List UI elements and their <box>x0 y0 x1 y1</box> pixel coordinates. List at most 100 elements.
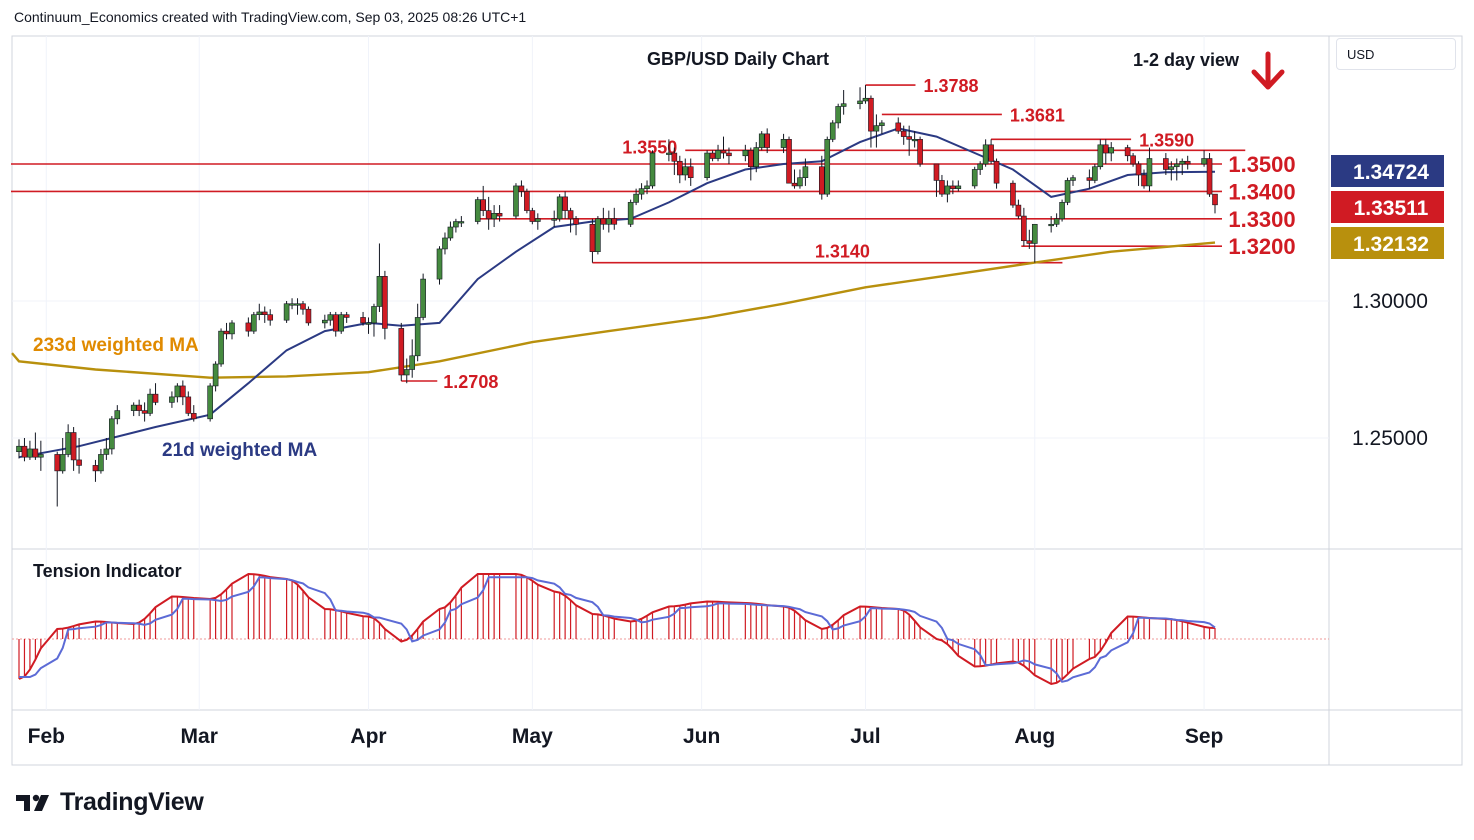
candle-body-149 <box>1146 158 1153 187</box>
price-tick-label-1: 1.25000 <box>1352 427 1428 450</box>
candle-body-5 <box>54 454 61 472</box>
candle-body-154 <box>1184 160 1191 165</box>
candle-body-93 <box>720 150 727 154</box>
candle-body-147 <box>1135 163 1142 176</box>
candle-body-144 <box>1108 147 1115 154</box>
candle-body-100 <box>780 139 787 148</box>
candle-body-28 <box>223 330 230 335</box>
candle-body-57 <box>447 226 454 239</box>
candle-body-67 <box>524 191 530 211</box>
level-label-2: 1.3300 <box>1228 207 1295 232</box>
candle-body-85 <box>666 152 672 155</box>
candle-body-20 <box>169 396 175 403</box>
price-badge-0 <box>1331 155 1444 187</box>
candle-body-155 <box>1201 158 1207 165</box>
candle-body-80 <box>627 202 634 225</box>
level-label-1: 1.3400 <box>1228 179 1295 204</box>
candle-body-21 <box>174 385 181 398</box>
candle-body-47 <box>371 306 377 324</box>
candle-body-6 <box>59 454 66 472</box>
tradingview-logo[interactable]: TradingView <box>16 788 204 817</box>
candle-body-40 <box>322 319 328 324</box>
chart-title: GBP/USD Daily Chart <box>647 49 829 69</box>
ma21-label: 21d weighted MA <box>162 440 317 461</box>
candle-body-123 <box>950 185 956 189</box>
candle-body-142 <box>1097 144 1104 168</box>
level-label-3: 1.3200 <box>1228 234 1295 259</box>
candle-body-3 <box>32 448 39 458</box>
candle-body-105 <box>818 166 825 195</box>
candle-body-113 <box>873 125 880 132</box>
candle-body-10 <box>92 465 99 472</box>
candle-body-99 <box>764 133 770 148</box>
candle-body-14 <box>114 410 121 420</box>
candle-body-51 <box>403 369 410 376</box>
candle-body-129 <box>993 160 1000 184</box>
candle-body-95 <box>742 150 749 157</box>
down-arrow-icon <box>1251 51 1285 90</box>
price-badge-label-1: 1.33511 <box>1354 197 1429 220</box>
candle-body-103 <box>797 177 803 187</box>
candle-body-31 <box>251 314 257 332</box>
candle-body-108 <box>835 106 841 124</box>
candle-body-17 <box>141 410 148 414</box>
candle-body-117 <box>906 136 912 140</box>
candle-body-114 <box>879 122 885 126</box>
candle-body-138 <box>1064 180 1071 203</box>
marked-level-label-4: 1.3140 <box>815 242 870 262</box>
candle-body-125 <box>971 169 978 187</box>
candle-body-79 <box>611 218 618 225</box>
marked-level-label-1: 1.3681 <box>1010 105 1065 125</box>
candle-body-137 <box>1059 202 1065 220</box>
candle-body-66 <box>518 185 525 192</box>
currency-selector[interactable]: USD <box>1336 38 1456 70</box>
candle-body-9 <box>76 459 82 466</box>
candle-body-110 <box>857 100 863 105</box>
candle-body-89 <box>687 166 694 179</box>
candle-body-96 <box>747 150 754 168</box>
candle-body-140 <box>1086 177 1093 181</box>
candle-body-13 <box>109 418 115 450</box>
candle-body-124 <box>955 185 962 189</box>
candle-body-65 <box>513 185 519 217</box>
price-badge-label-0: 1.34724 <box>1353 161 1429 184</box>
candle-body-119 <box>917 139 923 165</box>
month-label-aug: Aug <box>1014 725 1055 748</box>
candle-body-115 <box>895 122 902 132</box>
candle-body-136 <box>1053 218 1060 225</box>
candle-body-24 <box>190 413 197 420</box>
candle-body-23 <box>185 396 192 414</box>
candle-body-127 <box>982 144 989 165</box>
candle-body-73 <box>567 210 574 220</box>
candle-body-38 <box>300 303 306 310</box>
brand-name: TradingView <box>60 788 204 816</box>
candle-body-120 <box>933 163 940 181</box>
month-label-may: May <box>512 725 553 748</box>
candle-body-135 <box>1048 223 1054 227</box>
candle-body-63 <box>491 213 497 220</box>
candle-body-34 <box>267 314 274 321</box>
candle-body-33 <box>261 311 268 315</box>
candle-body-94 <box>726 152 732 157</box>
candle-body-134 <box>1031 223 1038 244</box>
candle-body-19 <box>152 393 159 403</box>
candle-body-91 <box>709 152 716 159</box>
candle-body-50 <box>398 328 405 376</box>
month-label-mar: Mar <box>181 725 218 748</box>
price-badge-2 <box>1331 227 1444 259</box>
view-label: 1-2 day view <box>1133 50 1240 70</box>
candle-body-78 <box>606 218 612 225</box>
candle-body-151 <box>1168 166 1175 170</box>
candle-body-112 <box>868 97 874 132</box>
candle-body-116 <box>900 130 907 137</box>
marked-level-label-2: 1.3590 <box>1139 130 1194 150</box>
ma233-line <box>11 241 1216 379</box>
candle-body-42 <box>332 314 339 332</box>
month-label-sep: Sep <box>1185 725 1224 748</box>
candle-body-87 <box>677 160 683 176</box>
candle-body-27 <box>218 330 224 365</box>
candle-body-82 <box>638 188 645 195</box>
candle-body-68 <box>529 210 536 222</box>
candle-body-43 <box>338 314 345 332</box>
